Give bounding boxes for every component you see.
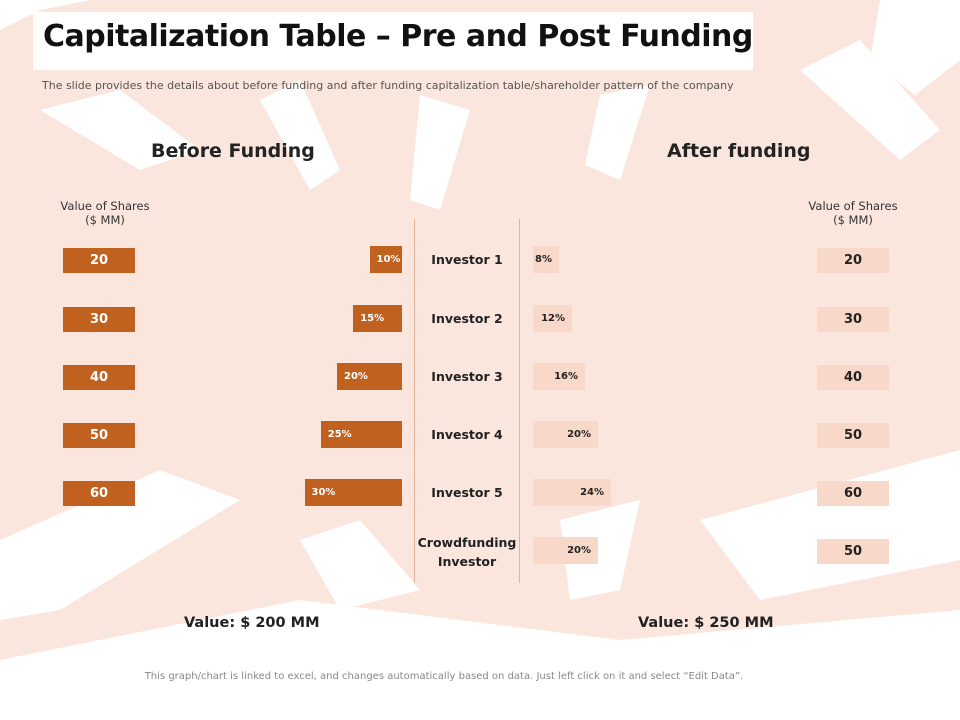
- before-bar: 25%: [320, 421, 402, 448]
- before-funding-heading: Before Funding: [151, 140, 315, 162]
- before-value-of-shares-label: Value of Shares ($ MM): [45, 199, 165, 227]
- investor-label-line: Investor 1: [431, 252, 503, 267]
- investor-label: Investor 2: [413, 309, 521, 328]
- after-value-label-line2: ($ MM): [833, 213, 873, 227]
- before-bar: 15%: [353, 305, 402, 332]
- after-share-value-box: 40: [817, 365, 889, 390]
- before-value-label-line2: ($ MM): [85, 213, 125, 227]
- after-value-of-shares-label: Value of Shares ($ MM): [793, 199, 913, 227]
- after-bar: 20%: [533, 421, 598, 448]
- page-subtitle: The slide provides the details about bef…: [42, 79, 734, 92]
- before-share-value-box: 50: [63, 423, 135, 448]
- after-bar: 20%: [533, 537, 598, 564]
- before-share-value-box: 30: [63, 307, 135, 332]
- investor-label-line: Crowdfunding: [417, 535, 517, 550]
- after-bar: 12%: [533, 305, 572, 332]
- after-share-value-box: 20: [817, 248, 889, 273]
- before-value-label-line1: Value of Shares: [60, 199, 150, 213]
- investor-label: Investor 4: [413, 425, 521, 444]
- investor-label: Crowdfunding Investor: [413, 533, 521, 571]
- after-share-value-box: 30: [817, 307, 889, 332]
- after-bar: 8%: [533, 246, 559, 273]
- page-title: Capitalization Table – Pre and Post Fund…: [43, 19, 753, 54]
- after-share-value-box: 60: [817, 481, 889, 506]
- after-share-value-box: 50: [817, 539, 889, 564]
- investor-label: Investor 3: [413, 367, 521, 386]
- investor-label-line: Investor: [437, 554, 497, 569]
- before-bar: 10%: [369, 246, 402, 273]
- after-total-value: Value: $ 250 MM: [638, 615, 774, 631]
- after-funding-heading: After funding: [667, 140, 811, 162]
- investor-label-line: Investor 2: [431, 311, 503, 326]
- before-total-value: Value: $ 200 MM: [184, 615, 320, 631]
- after-bar: 24%: [533, 479, 611, 506]
- footnote: This graph/chart is linked to excel, and…: [144, 671, 744, 682]
- investor-label-line: Investor 5: [431, 485, 503, 500]
- right-divider: [519, 219, 520, 583]
- after-bar: 16%: [533, 363, 585, 390]
- investor-label: Investor 5: [413, 483, 521, 502]
- investor-label-line: Investor 3: [431, 369, 503, 384]
- before-share-value-box: 40: [63, 365, 135, 390]
- before-bar: 30%: [304, 479, 402, 506]
- title-box: Capitalization Table – Pre and Post Fund…: [33, 12, 753, 70]
- before-share-value-box: 60: [63, 481, 135, 506]
- before-bar: 20%: [337, 363, 402, 390]
- after-value-label-line1: Value of Shares: [808, 199, 898, 213]
- before-share-value-box: 20: [63, 248, 135, 273]
- investor-label: Investor 1: [413, 250, 521, 269]
- after-share-value-box: 50: [817, 423, 889, 448]
- investor-label-line: Investor 4: [431, 427, 503, 442]
- left-divider: [414, 219, 415, 583]
